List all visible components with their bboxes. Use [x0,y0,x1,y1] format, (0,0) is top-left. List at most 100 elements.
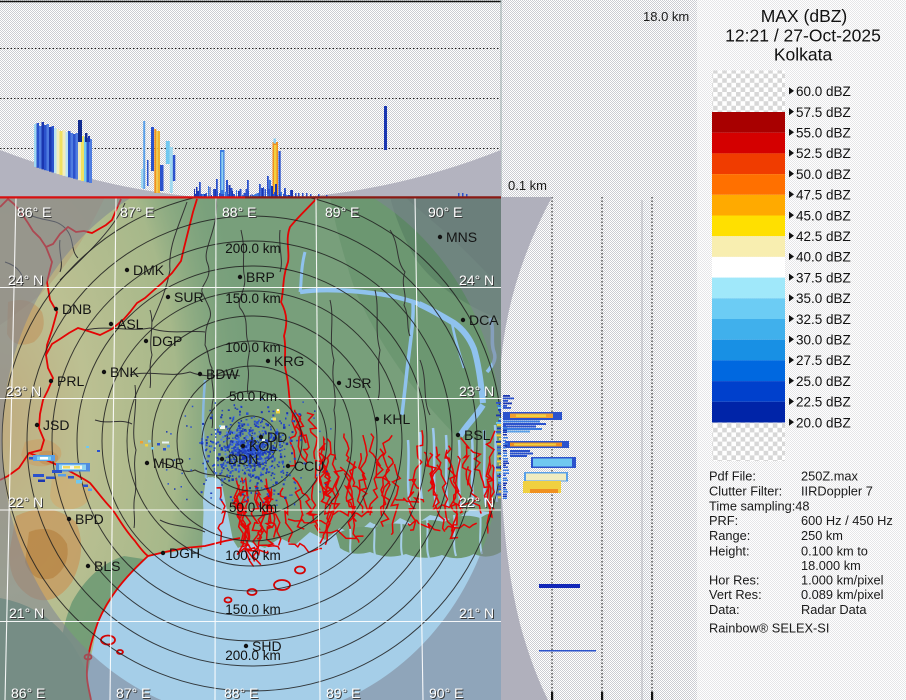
svg-text:Pdf File:: Pdf File: [709,469,756,484]
svg-text:MDP: MDP [153,455,184,471]
svg-text:89° E: 89° E [327,686,361,700]
svg-text:87° E: 87° E [116,685,150,700]
svg-text:100.0 km: 100.0 km [225,548,281,563]
svg-text:DMK: DMK [133,262,165,278]
svg-text:27.5 dBZ: 27.5 dBZ [796,353,851,368]
svg-text:42.5 dBZ: 42.5 dBZ [796,229,851,244]
svg-text:47.5 dBZ: 47.5 dBZ [796,188,851,203]
svg-text:DGP: DGP [152,333,182,349]
svg-text:0.100 km to: 0.100 km to [801,544,868,559]
svg-text:DNB: DNB [62,301,92,317]
svg-text:21° N: 21° N [460,606,495,622]
svg-text:KHL: KHL [383,411,410,427]
svg-text:SHD: SHD [252,638,282,654]
svg-text:JSR: JSR [345,375,371,391]
svg-text:200.0 km: 200.0 km [225,648,281,663]
svg-text:90° E: 90° E [430,686,464,700]
svg-text:90° E: 90° E [429,685,463,700]
svg-text:50.0 km: 50.0 km [229,500,277,515]
svg-text:SUR: SUR [174,289,204,305]
svg-text:Vert Res:: Vert Res: [709,587,762,602]
svg-text:BNK: BNK [110,364,139,380]
svg-text:24° N: 24° N [8,272,43,288]
svg-text:40.0 dBZ: 40.0 dBZ [796,250,851,265]
svg-text:89° E: 89° E [326,205,360,221]
svg-text:87° E: 87° E [121,205,155,221]
svg-text:21° N: 21° N [10,606,45,622]
svg-text:89° E: 89° E [325,204,359,220]
svg-text:MNS: MNS [446,229,477,245]
svg-text:86° E: 86° E [17,204,51,220]
svg-text:Radar Data: Radar Data [801,602,867,617]
svg-text:JSD: JSD [43,417,69,433]
svg-text:23° N: 23° N [7,384,42,400]
svg-text:22.5 dBZ: 22.5 dBZ [796,395,851,410]
svg-text:32.5 dBZ: 32.5 dBZ [796,312,851,327]
svg-text:21° N: 21° N [459,605,494,621]
svg-text:Range:: Range: [709,528,750,543]
svg-text:0.089 km/pixel: 0.089 km/pixel [801,587,884,602]
svg-text:Rainbow® SELEX-SI: Rainbow® SELEX-SI [709,621,829,636]
svg-text:KOL: KOL [249,438,277,454]
svg-text:BRP: BRP [246,269,275,285]
svg-text:250 km: 250 km [801,528,843,543]
svg-text:88° E: 88° E [223,205,257,221]
svg-text:DCA: DCA [469,312,499,328]
svg-text:30.0 dBZ: 30.0 dBZ [796,333,851,348]
svg-text:90° E: 90° E [428,204,462,220]
svg-text:BPD: BPD [75,511,104,527]
svg-text:MAX (dBZ): MAX (dBZ) [761,6,848,26]
svg-text:KRG: KRG [274,353,304,369]
svg-text:250Z.max: 250Z.max [801,469,859,484]
svg-text:23° N: 23° N [460,384,495,400]
svg-text:DGH: DGH [169,545,200,561]
svg-text:55.0 dBZ: 55.0 dBZ [796,126,851,141]
svg-text:23° N: 23° N [6,383,41,399]
svg-text:150.0 km: 150.0 km [225,291,281,306]
svg-text:45.0 dBZ: 45.0 dBZ [796,208,851,223]
svg-text:52.5 dBZ: 52.5 dBZ [796,146,851,161]
svg-text:CCU: CCU [294,458,324,474]
svg-text:600 Hz / 450 Hz: 600 Hz / 450 Hz [801,513,893,528]
svg-text:87° E: 87° E [120,204,154,220]
svg-text:BLS: BLS [94,558,120,574]
svg-text:24° N: 24° N [9,273,44,289]
svg-text:88° E: 88° E [222,204,256,220]
svg-text:50.0 km: 50.0 km [229,389,277,404]
svg-text:DDN: DDN [228,451,258,467]
svg-text:87° E: 87° E [117,686,151,700]
svg-text:35.0 dBZ: 35.0 dBZ [796,291,851,306]
svg-text:PRL: PRL [57,373,84,389]
svg-text:BDW: BDW [206,366,239,382]
svg-text:86° E: 86° E [11,685,45,700]
svg-text:0.1 km: 0.1 km [508,178,547,193]
svg-text:18.000 km: 18.000 km [801,558,861,573]
svg-text:24° N: 24° N [459,272,494,288]
svg-text:Data:: Data: [709,602,740,617]
svg-text:20.0 dBZ: 20.0 dBZ [796,415,851,430]
svg-text:86° E: 86° E [12,686,46,700]
svg-text:23° N: 23° N [459,383,494,399]
svg-text:BSL: BSL [464,427,491,443]
svg-text:57.5 dBZ: 57.5 dBZ [796,105,851,120]
svg-text:DD: DD [267,429,287,445]
svg-text:IIRDoppler 7: IIRDoppler 7 [801,484,873,499]
svg-text:Hor Res:: Hor Res: [709,573,760,588]
svg-text:88° E: 88° E [224,685,258,700]
svg-text:22° N: 22° N [459,494,494,510]
svg-text:200.0 km: 200.0 km [225,241,281,256]
svg-text:100.0 km: 100.0 km [225,340,281,355]
svg-text:PRF:: PRF: [709,513,738,528]
svg-text:90° E: 90° E [429,205,463,221]
svg-text:24° N: 24° N [460,273,495,289]
svg-text:18.0 km: 18.0 km [643,9,689,24]
svg-text:88° E: 88° E [225,686,259,700]
svg-text:1.000 km/pixel: 1.000 km/pixel [801,573,884,588]
svg-text:22° N: 22° N [9,495,44,511]
svg-text:89° E: 89° E [326,685,360,700]
svg-text:12:21 / 27-Oct-2025: 12:21 / 27-Oct-2025 [725,26,881,46]
svg-text:22° N: 22° N [8,494,43,510]
svg-text:Time sampling:48: Time sampling:48 [709,499,810,514]
svg-text:150.0 km: 150.0 km [225,602,281,617]
svg-text:Height:: Height: [709,544,750,559]
